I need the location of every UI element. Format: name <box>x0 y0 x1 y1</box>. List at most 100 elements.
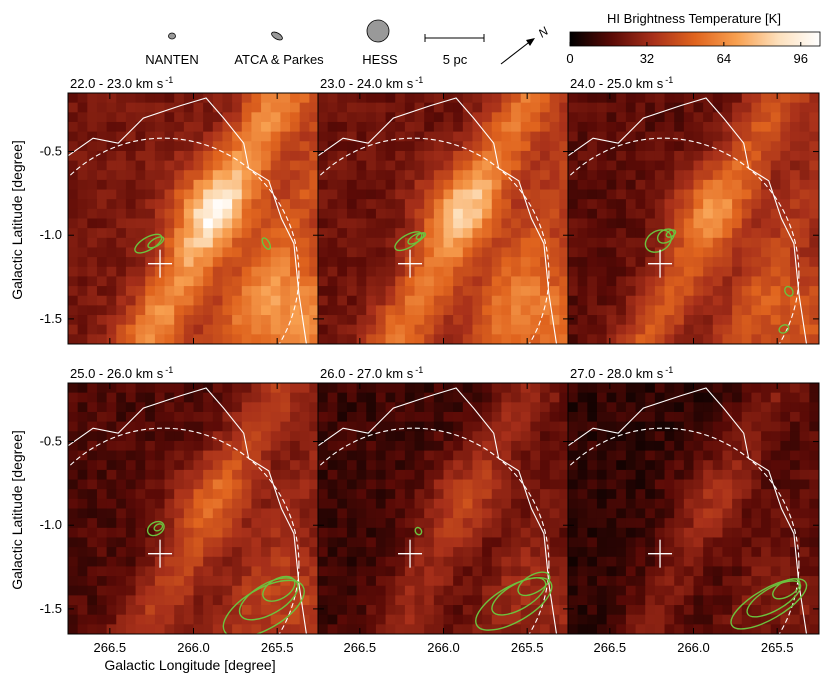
heatmap-cell <box>145 595 156 606</box>
heatmap-cell <box>164 286 175 297</box>
heatmap-cell <box>290 489 301 500</box>
heatmap-cell <box>366 479 377 490</box>
heatmap-cell <box>193 247 204 258</box>
heatmap-cell <box>183 498 195 510</box>
heatmap-cell <box>251 266 262 278</box>
heatmap-cell <box>77 112 88 123</box>
heatmap-cell <box>366 150 377 162</box>
heatmap-cell <box>404 276 416 287</box>
heatmap-cell <box>77 257 88 268</box>
heatmap-cell <box>385 431 396 442</box>
heatmap-cell <box>318 421 329 432</box>
heatmap-cell <box>606 585 617 596</box>
heatmap-cell <box>145 576 156 587</box>
heatmap-cell <box>712 518 724 529</box>
heatmap-cell <box>375 431 387 442</box>
heatmap-cell <box>491 286 503 297</box>
heatmap-cell <box>741 402 753 413</box>
heatmap-cell <box>751 247 762 258</box>
heatmap-cell <box>790 305 801 316</box>
heatmap-cell <box>309 460 319 471</box>
heatmap-cell <box>596 131 608 142</box>
heatmap-cell <box>280 189 291 200</box>
heatmap-cell <box>222 170 233 181</box>
heatmap-cell <box>385 179 396 191</box>
heatmap-cell <box>309 199 319 210</box>
heatmap-cell <box>491 295 503 306</box>
heatmap-cell <box>770 131 781 142</box>
heatmap-cell <box>780 305 791 316</box>
heatmap-cell <box>530 489 541 500</box>
heatmap-cell <box>683 566 695 577</box>
heatmap-cell <box>549 315 560 326</box>
heatmap-cell <box>722 170 733 181</box>
co-contour <box>517 571 551 597</box>
heatmap-cell <box>404 150 416 162</box>
heatmap-cell <box>520 102 531 113</box>
heatmap-cell <box>712 315 724 326</box>
heatmap-cell <box>780 334 791 344</box>
heatmap-cell <box>577 566 588 577</box>
heatmap-cell <box>212 624 224 634</box>
heatmap-cell <box>443 266 454 278</box>
heatmap-cell <box>106 469 117 481</box>
heatmap-cell <box>290 383 301 394</box>
heatmap-cell <box>453 450 464 461</box>
heatmap-cell <box>424 440 435 452</box>
heatmap-cell <box>596 431 608 442</box>
heatmap-cell <box>125 286 137 297</box>
heatmap-cell <box>683 411 695 423</box>
heatmap-cell <box>337 566 348 577</box>
heatmap-cell <box>625 170 637 181</box>
heatmap-cell <box>453 489 464 500</box>
heatmap-cell <box>443 179 454 191</box>
heatmap-cell <box>587 315 598 326</box>
heatmap-cell <box>232 334 243 344</box>
heatmap-cell <box>616 237 627 249</box>
heatmap-cell <box>809 624 819 634</box>
heatmap-cell <box>577 218 588 229</box>
heatmap-cell <box>703 276 714 287</box>
heatmap-cell <box>577 286 588 297</box>
heatmap-cell <box>433 614 445 625</box>
heatmap-cell <box>596 450 608 461</box>
heatmap-cell <box>751 431 762 442</box>
heatmap-cell <box>356 276 367 287</box>
heatmap-cell <box>290 189 301 200</box>
heatmap-cell <box>790 170 801 181</box>
hi-heatmap <box>68 383 319 634</box>
heatmap-cell <box>251 585 262 596</box>
heatmap-cell <box>414 131 425 142</box>
heatmap-cell <box>346 237 358 249</box>
x-tick-label: 266.5 <box>94 640 127 655</box>
heatmap-cell <box>270 489 281 500</box>
heatmap-cell <box>395 208 406 220</box>
heatmap-cell <box>549 170 560 181</box>
heatmap-cell <box>135 324 146 335</box>
heatmap-cell <box>732 199 743 210</box>
heatmap-cell <box>270 121 281 133</box>
heatmap-cell <box>501 431 512 442</box>
heatmap-cell <box>309 150 319 162</box>
heatmap-cell <box>203 189 214 200</box>
heatmap-cell <box>511 208 522 220</box>
heatmap-cell <box>693 547 704 558</box>
heatmap-cell <box>280 624 291 634</box>
heatmap-cell <box>290 595 301 606</box>
heatmap-cell <box>809 498 819 510</box>
heatmap-cell <box>77 614 88 625</box>
heatmap-cell <box>732 93 743 104</box>
heatmap-cell <box>616 247 627 258</box>
heatmap-cell <box>741 566 753 577</box>
heatmap-cell <box>674 266 685 278</box>
heatmap-cell <box>261 131 272 142</box>
heatmap-cell <box>568 489 579 500</box>
heatmap-cell <box>568 247 579 258</box>
heatmap-cell <box>501 576 512 587</box>
heatmap-cell <box>549 150 560 162</box>
heatmap-cell <box>540 112 551 123</box>
heatmap-cell <box>414 247 425 258</box>
heatmap-cell <box>68 624 79 634</box>
heatmap-cell <box>309 131 319 142</box>
heatmap-cell <box>385 121 396 133</box>
